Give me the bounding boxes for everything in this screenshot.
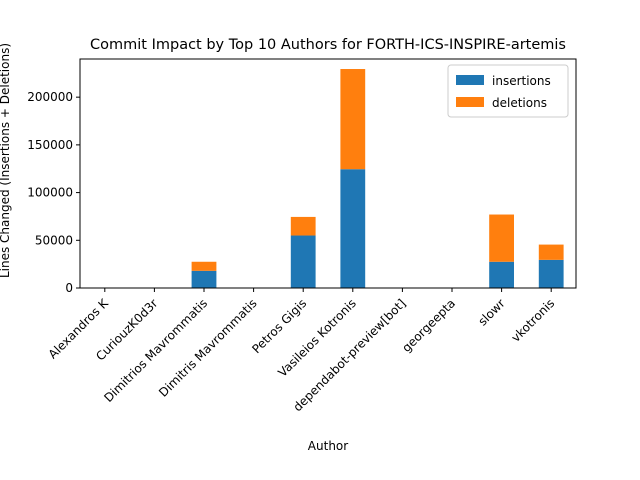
bar-insertions-5 <box>340 169 366 288</box>
y-tick-label: 50000 <box>35 233 73 247</box>
bar-insertions-2 <box>191 270 217 288</box>
y-tick-label: 200000 <box>27 90 73 104</box>
y-tick-label: 150000 <box>27 138 73 152</box>
chart-title: Commit Impact by Top 10 Authors for FORT… <box>90 37 566 53</box>
x-tick-label: georgeepta <box>399 296 458 355</box>
x-tick-label: Dimitrios Mavrommatis <box>101 296 210 405</box>
plot-frame <box>79 58 577 289</box>
bar-deletions-5 <box>340 69 366 170</box>
y-tick-label: 100000 <box>27 186 73 200</box>
y-tick-label: 0 <box>65 281 73 295</box>
bars-layer <box>191 69 564 288</box>
bar-deletions-2 <box>191 261 217 271</box>
bar-deletions-9 <box>538 244 564 260</box>
x-axis-title: Author <box>308 439 348 453</box>
bar-insertions-4 <box>290 235 316 288</box>
y-axis: 0 50000 100000 150000 200000 <box>27 90 80 295</box>
bar-deletions-8 <box>489 214 514 262</box>
legend-swatch-deletions <box>456 97 484 107</box>
x-tick-label: Dimitris Mavrommatis <box>156 296 260 400</box>
bar-deletions-4 <box>290 216 316 236</box>
bar-insertions-8 <box>489 261 514 288</box>
x-tick-label: vkotronis <box>509 296 558 345</box>
x-tick-label: slowr <box>475 296 507 328</box>
bar-insertions-9 <box>538 259 564 288</box>
legend-label-insertions: insertions <box>492 74 551 88</box>
legend-label-deletions: deletions <box>492 96 547 110</box>
legend-swatch-insertions <box>456 75 484 85</box>
legend: insertions deletions <box>447 64 569 118</box>
y-axis-title: Lines Changed (Insertions + Deletions) <box>0 43 12 278</box>
